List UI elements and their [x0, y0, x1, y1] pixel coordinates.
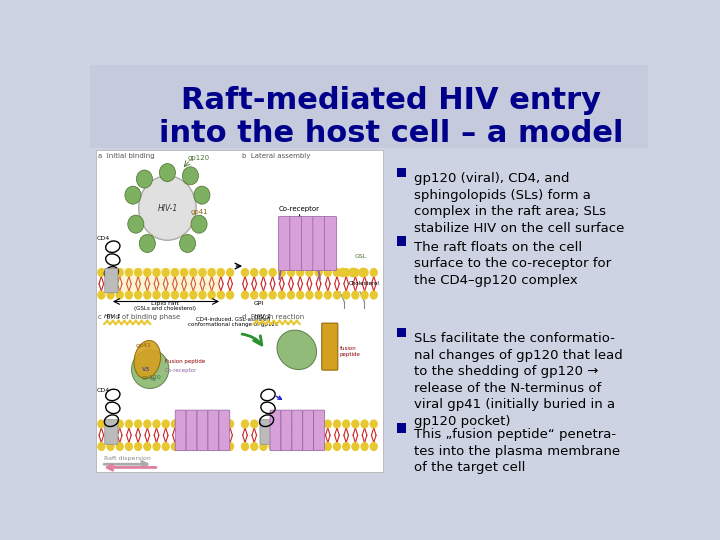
- Text: into the host cell – a model: into the host cell – a model: [159, 119, 624, 148]
- Text: Raft-mediated HIV entry: Raft-mediated HIV entry: [181, 86, 601, 114]
- Bar: [397, 328, 406, 337]
- Text: gp120 (viral), CD4, and
sphingolopids (SLs) form a
complex in the raft area; SLs: gp120 (viral), CD4, and sphingolopids (S…: [414, 172, 624, 235]
- Text: The raft floats on the cell
surface to the co-receptor for
the CD4–gp120 complex: The raft floats on the cell surface to t…: [414, 241, 611, 287]
- Bar: [397, 236, 406, 246]
- Bar: [397, 423, 406, 433]
- FancyBboxPatch shape: [90, 65, 648, 148]
- Text: This „fusion peptide“ penetra-
tes into the plasma membrane
of the target cell: This „fusion peptide“ penetra- tes into …: [414, 428, 620, 474]
- Bar: [397, 167, 406, 177]
- Text: SLs facilitate the conformatio-
nal changes of gp120 that lead
to the shedding o: SLs facilitate the conformatio- nal chan…: [414, 333, 622, 428]
- FancyBboxPatch shape: [96, 150, 383, 472]
